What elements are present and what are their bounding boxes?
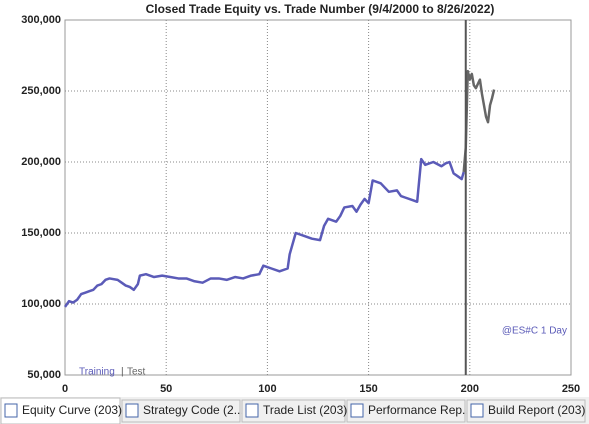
tab-label[interactable]: Build Report (203) [488,403,585,417]
tab-icon [350,403,364,418]
tab[interactable] [346,399,466,423]
legend-separator: | [121,367,124,378]
tab[interactable] [0,397,121,424]
tab-icon [4,403,18,418]
y-tick-label: 150,000 [21,227,61,239]
y-tick-label: 200,000 [21,156,61,168]
x-tick-label: 100 [258,383,276,395]
tab-label[interactable]: Trade List (203) [263,403,347,417]
tab[interactable] [466,399,586,423]
x-tick-label: 250 [562,383,580,395]
legend-entry: Training [79,367,115,378]
equity-line [63,157,465,308]
y-tick-label: 50,000 [27,369,61,381]
tab-label[interactable]: Strategy Code (2... [143,403,244,417]
equity-line [462,69,496,173]
chart-title: Closed Trade Equity vs. Trade Number (9/… [146,2,495,16]
legend-entry: Test [127,367,146,378]
tab-icon [470,403,484,418]
x-tick-label: 150 [359,383,377,395]
x-tick-label: 50 [160,383,172,395]
tab-label[interactable]: Performance Rep... [368,403,472,417]
tab[interactable] [121,399,241,423]
tab-label[interactable]: Equity Curve (203) [22,403,122,417]
y-tick-label: 100,000 [21,298,61,310]
tab[interactable] [241,399,346,423]
y-tick-label: 250,000 [21,85,61,97]
annotation: @ES#C 1 Day [502,326,567,337]
tab-icon [125,403,139,418]
y-tick-label: 300,000 [21,14,61,26]
x-tick-label: 0 [62,383,68,395]
tab-icon [245,403,259,418]
plot-area [64,19,572,376]
x-tick-label: 200 [461,383,479,395]
